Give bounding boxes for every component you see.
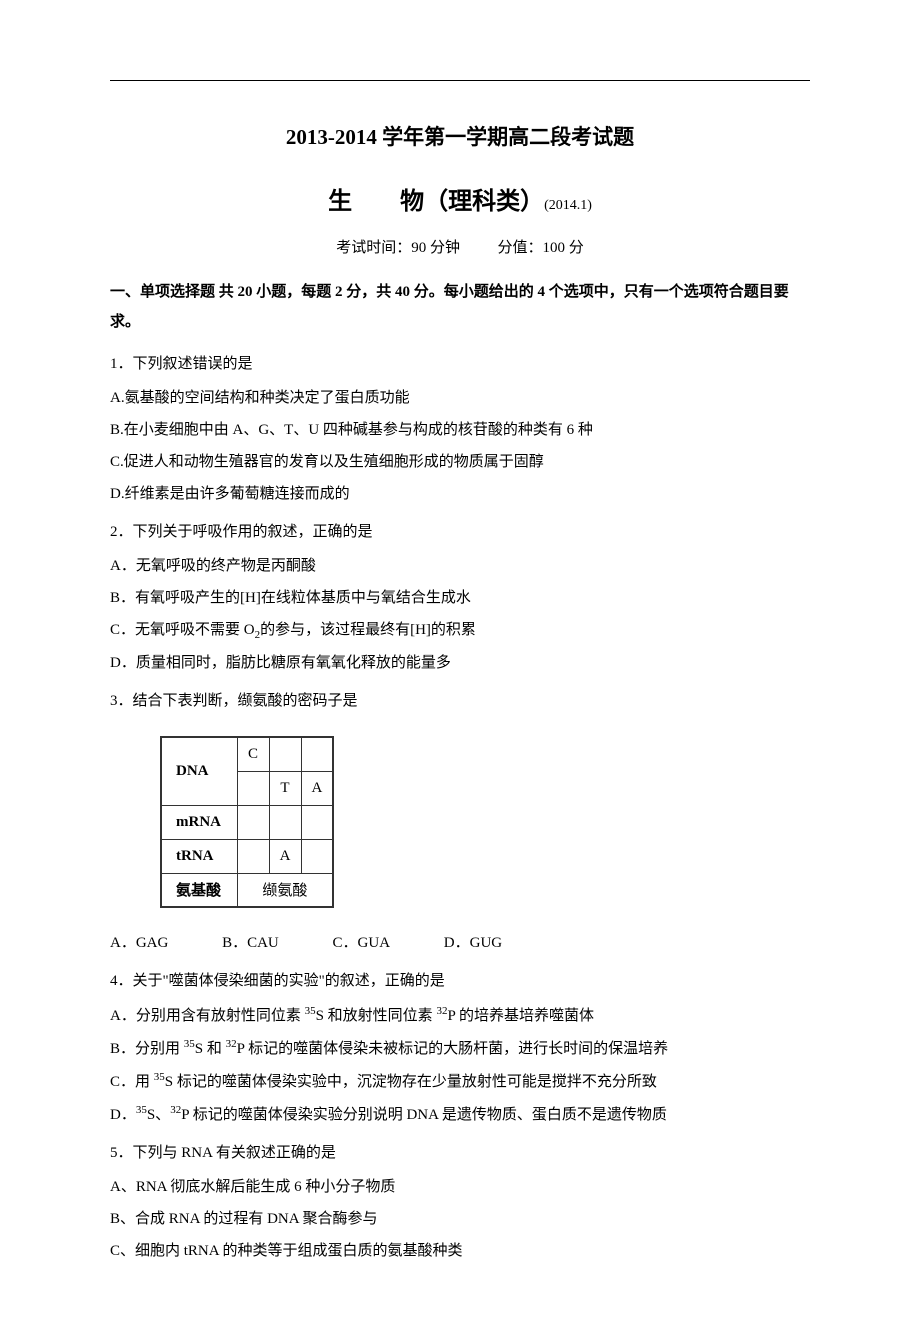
q1-option-d: D.纤维素是由许多葡萄糖连接而成的	[110, 479, 810, 509]
q4-option-b: B．分别用 35S 和 32P 标记的噬菌体侵染未被标记的大肠杆菌，进行长时间的…	[110, 1033, 810, 1064]
q4-stem: 4．关于"噬菌体侵染细菌的实验"的叙述，正确的是	[110, 966, 810, 996]
q3-option-b: B．CAU	[222, 928, 279, 958]
q3-option-d: D．GUG	[444, 928, 502, 958]
q1-option-b: B.在小麦细胞中由 A、G、T、U 四种碱基参与构成的核苷酸的种类有 6 种	[110, 415, 810, 445]
table-mrna-c3	[301, 805, 333, 839]
q4-option-a: A．分别用含有放射性同位素 35S 和放射性同位素 32P 的培养基培养噬菌体	[110, 1000, 810, 1031]
q3-options: A．GAG B．CAU C．GUA D．GUG	[110, 928, 810, 958]
table-dna2-c1	[237, 771, 269, 805]
subject-title: 生 物（理科类）(2014.1)	[110, 181, 810, 216]
q5-option-b: B、合成 RNA 的过程有 DNA 聚合酶参与	[110, 1204, 810, 1234]
q1-option-c: C.促进人和动物生殖器官的发育以及生殖细胞形成的物质属于固醇	[110, 447, 810, 477]
q4-option-d: D．35S、32P 标记的噬菌体侵染实验分别说明 DNA 是遗传物质、蛋白质不是…	[110, 1099, 810, 1130]
q2-option-b: B．有氧呼吸产生的[H]在线粒体基质中与氧结合生成水	[110, 583, 810, 613]
top-divider	[110, 80, 810, 81]
table-trna-c1	[237, 839, 269, 873]
table-mrna-c2	[269, 805, 301, 839]
table-dna2-c2: T	[269, 771, 301, 805]
table-mrna-label: mRNA	[161, 805, 237, 839]
table-trna-c2: A	[269, 839, 301, 873]
q2-option-a: A．无氧呼吸的终产物是丙酮酸	[110, 551, 810, 581]
q3-option-a: A．GAG	[110, 928, 168, 958]
q5-option-a: A、RNA 彻底水解后能生成 6 种小分子物质	[110, 1172, 810, 1202]
q4-option-c: C．用 35S 标记的噬菌体侵染实验中，沉淀物存在少量放射性可能是搅拌不充分所致	[110, 1066, 810, 1097]
table-dna1-c3	[301, 737, 333, 771]
section-1-header: 一、单项选择题 共 20 小题，每题 2 分，共 40 分。每小题给出的 4 个…	[110, 277, 810, 337]
q4-options: A．分别用含有放射性同位素 35S 和放射性同位素 32P 的培养基培养噬菌体 …	[110, 1000, 810, 1130]
q1-options: A.氨基酸的空间结构和种类决定了蛋白质功能 B.在小麦细胞中由 A、G、T、U …	[110, 383, 810, 509]
q2-stem: 2．下列关于呼吸作用的叙述，正确的是	[110, 517, 810, 547]
table-aa-label: 氨基酸	[161, 873, 237, 907]
exam-time: 考试时间：90 分钟	[336, 240, 460, 256]
table-trna-label: tRNA	[161, 839, 237, 873]
exam-info: 考试时间：90 分钟 分值：100 分	[110, 236, 810, 257]
exam-score: 分值：100 分	[498, 240, 584, 256]
table-dna1-c2	[269, 737, 301, 771]
q2-option-d: D．质量相同时，脂肪比糖原有氧氧化释放的能量多	[110, 648, 810, 678]
q3-option-c: C．GUA	[333, 928, 391, 958]
subject-text: 生 物（理科类）	[328, 189, 544, 215]
table-dna1-c1: C	[237, 737, 269, 771]
table-dna2-c3: A	[301, 771, 333, 805]
q5-options: A、RNA 彻底水解后能生成 6 种小分子物质 B、合成 RNA 的过程有 DN…	[110, 1172, 810, 1266]
q5-option-c: C、细胞内 tRNA 的种类等于组成蛋白质的氨基酸种类	[110, 1236, 810, 1266]
codon-table-container: DNA C T A mRNA tRNA A 氨基酸 缬氨酸	[160, 736, 810, 908]
q5-stem: 5．下列与 RNA 有关叙述正确的是	[110, 1138, 810, 1168]
q1-option-a: A.氨基酸的空间结构和种类决定了蛋白质功能	[110, 383, 810, 413]
main-title: 2013-2014 学年第一学期高二段考试题	[110, 121, 810, 151]
table-aa-value: 缬氨酸	[237, 873, 333, 907]
q2-option-c: C．无氧呼吸不需要 O2的参与，该过程最终有[H]的积累	[110, 615, 810, 646]
table-mrna-c1	[237, 805, 269, 839]
q1-stem: 1．下列叙述错误的是	[110, 349, 810, 379]
exam-date: (2014.1)	[544, 198, 592, 213]
q3-stem: 3．结合下表判断，缬氨酸的密码子是	[110, 686, 810, 716]
table-trna-c3	[301, 839, 333, 873]
codon-table: DNA C T A mRNA tRNA A 氨基酸 缬氨酸	[160, 736, 334, 908]
q2-options: A．无氧呼吸的终产物是丙酮酸 B．有氧呼吸产生的[H]在线粒体基质中与氧结合生成…	[110, 551, 810, 678]
table-dna-label: DNA	[161, 737, 237, 805]
